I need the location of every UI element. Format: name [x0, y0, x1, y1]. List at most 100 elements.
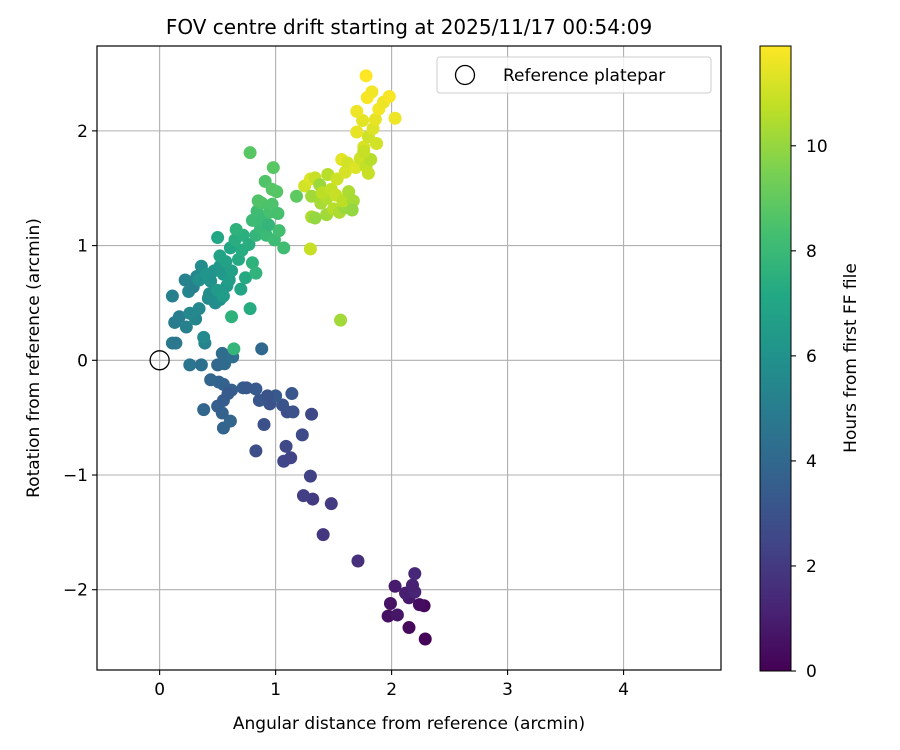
y-tick-label: 0: [77, 351, 88, 371]
chart-title: FOV centre drift starting at 2025/11/17 …: [166, 15, 652, 39]
legend-marker-reference: [454, 64, 476, 86]
x-axis-label: Angular distance from reference (arcmin): [233, 714, 585, 734]
data-point: [197, 330, 211, 344]
y-tick-label: 2: [77, 122, 88, 142]
data-point: [270, 185, 284, 199]
data-point: [357, 145, 371, 159]
plot-frame: [96, 45, 722, 671]
data-point: [388, 579, 402, 593]
x-tick-label: 2: [386, 680, 397, 700]
colorbar: 0 2 4 6 8 10 Hours from first FF file: [759, 45, 861, 682]
data-point: [234, 282, 248, 296]
data-point: [295, 428, 309, 442]
data-point: [277, 241, 291, 255]
x-tick-label: 4: [618, 680, 629, 700]
data-point: [255, 342, 269, 356]
data-point: [221, 387, 235, 401]
data-point: [194, 358, 208, 372]
data-point: [402, 621, 416, 635]
data-point: [260, 389, 274, 403]
colorbar-tick-label: 10: [806, 137, 828, 157]
data-point: [345, 203, 359, 217]
colorbar-tick-label: 8: [806, 242, 817, 262]
data-point: [227, 342, 241, 356]
data-point: [215, 346, 229, 360]
data-point: [279, 439, 293, 453]
data-point: [412, 598, 426, 612]
data-point: [243, 302, 257, 316]
data-point: [303, 242, 317, 256]
colorbar-tick-label: 0: [806, 662, 817, 682]
data-point: [204, 373, 218, 387]
data-point: [243, 146, 257, 160]
data-point: [216, 289, 230, 303]
x-tick-label: 1: [270, 680, 281, 700]
data-point: [350, 104, 364, 118]
data-point: [418, 632, 432, 646]
data-point: [324, 497, 338, 511]
data-point: [179, 320, 193, 334]
data-point: [266, 161, 280, 175]
colorbar-label: Hours from first FF file: [841, 263, 861, 453]
data-point: [359, 69, 373, 83]
data-point: [240, 381, 254, 395]
data-point: [262, 218, 276, 232]
data-points: [165, 69, 432, 646]
y-tick-label: −2: [63, 581, 88, 601]
data-point: [303, 469, 317, 483]
y-axis-label: Rotation from reference (arcmin): [24, 218, 44, 498]
colorbar-tick-label: 4: [806, 452, 817, 472]
y-ticks: −2 −1 0 1 2: [63, 122, 97, 601]
data-point: [316, 528, 330, 542]
x-tick-label: 3: [502, 680, 513, 700]
data-point: [296, 489, 310, 503]
data-point: [229, 223, 243, 237]
x-ticks: 0 1 2 3 4: [154, 670, 629, 700]
data-point: [178, 273, 192, 287]
data-point: [285, 387, 299, 401]
y-tick-label: 1: [77, 237, 88, 257]
data-point: [165, 336, 179, 350]
data-point: [361, 166, 375, 180]
data-point: [408, 567, 422, 581]
data-point: [197, 403, 211, 417]
data-point: [165, 289, 179, 303]
data-point: [308, 211, 322, 225]
data-point: [305, 189, 319, 203]
data-point: [183, 358, 197, 372]
data-point: [272, 224, 286, 238]
colorbar-ticks: 0 2 4 6 8 10: [791, 137, 828, 682]
data-point: [242, 237, 256, 251]
data-point: [383, 596, 397, 610]
data-point: [334, 313, 348, 327]
data-point: [382, 89, 396, 103]
colorbar-tick-label: 2: [806, 557, 817, 577]
data-point: [213, 249, 227, 263]
data-point: [199, 267, 213, 281]
data-point: [172, 310, 186, 324]
data-point: [276, 398, 290, 412]
colorbar-gradient: [759, 45, 792, 672]
legend-box: [436, 56, 712, 94]
data-point: [289, 189, 303, 203]
data-point: [245, 256, 259, 270]
data-point: [249, 266, 263, 280]
data-point: [368, 112, 382, 126]
data-point: [271, 206, 285, 220]
data-point: [350, 125, 364, 139]
data-point: [405, 578, 419, 592]
data-point: [305, 407, 319, 421]
legend-label-reference: Reference platepar: [503, 66, 665, 86]
reference-point-marker: [149, 350, 170, 371]
data-point: [192, 302, 206, 316]
data-point: [390, 608, 404, 622]
data-point: [223, 414, 237, 428]
data-point: [257, 418, 271, 432]
data-point: [284, 451, 298, 465]
data-point: [251, 194, 265, 208]
x-tick-label: 0: [154, 680, 165, 700]
data-point: [351, 554, 365, 568]
y-tick-label: −1: [63, 466, 88, 486]
data-point: [370, 137, 384, 150]
reference-point-layer: [149, 350, 170, 371]
